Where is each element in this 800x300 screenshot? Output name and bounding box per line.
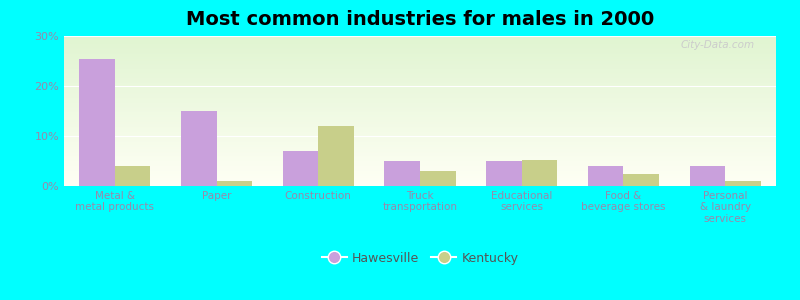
Legend: Hawesville, Kentucky: Hawesville, Kentucky <box>317 247 523 270</box>
Bar <box>217 181 252 186</box>
Bar <box>282 151 318 186</box>
Bar <box>588 166 623 186</box>
Bar <box>115 166 150 186</box>
Bar <box>318 126 354 186</box>
Text: City-Data.com: City-Data.com <box>681 40 754 50</box>
Bar <box>690 166 725 186</box>
Bar <box>725 181 761 186</box>
Bar <box>522 160 558 186</box>
Bar <box>623 173 659 186</box>
Bar <box>486 161 522 186</box>
Bar <box>79 58 115 186</box>
Bar <box>384 161 420 186</box>
Title: Most common industries for males in 2000: Most common industries for males in 2000 <box>186 10 654 29</box>
Bar <box>181 111 217 186</box>
Bar <box>420 171 456 186</box>
